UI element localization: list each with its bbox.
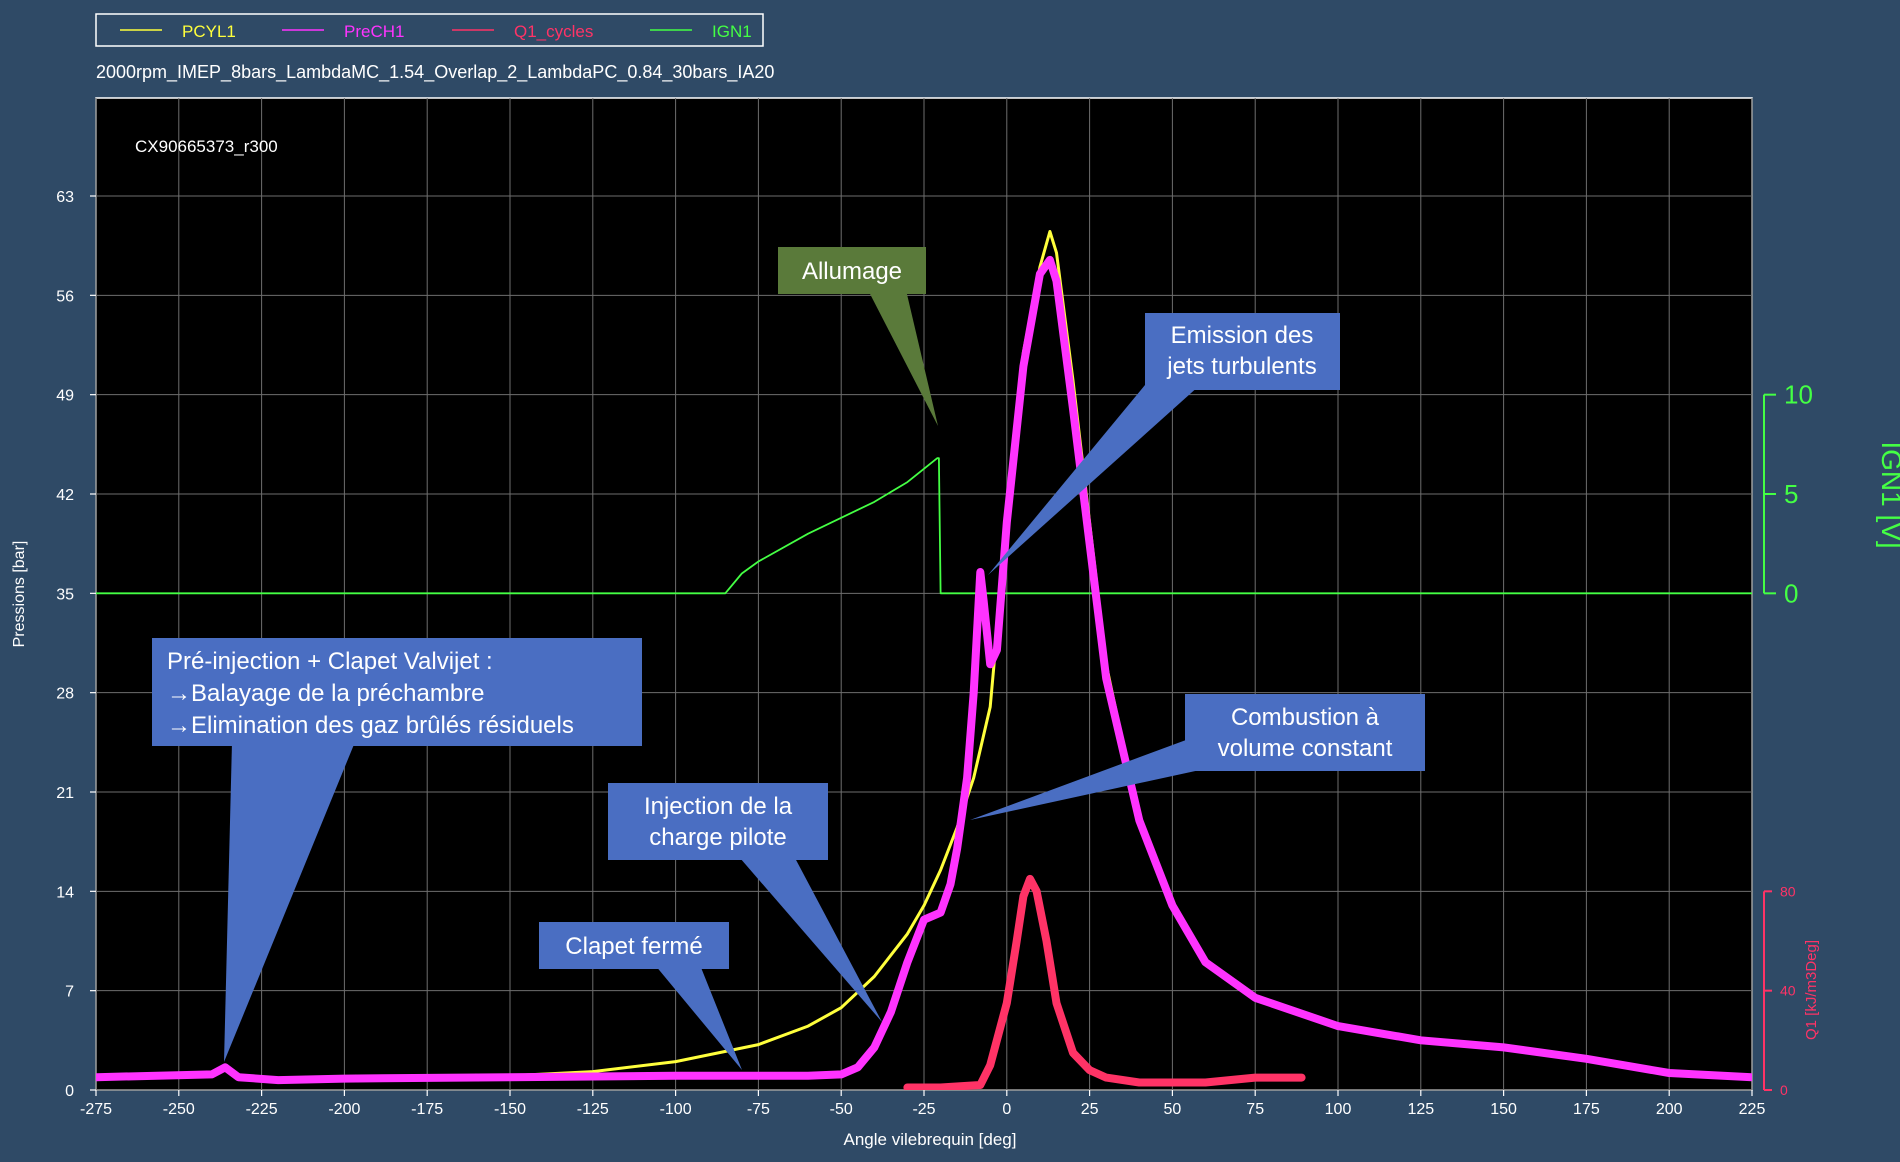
callout-text: volume constant [1218, 735, 1393, 762]
y-tick-label: 49 [56, 388, 74, 405]
callout-text: Pré-injection + Clapet Valvijet : [167, 648, 493, 675]
y-axis-ign: 0 5 10 [1763, 380, 1813, 608]
x-tick-label: 100 [1325, 1101, 1352, 1118]
x-axis: -275 -250 -225 -200 -175 -150 -125 -100 -75 -50 -2… [80, 1090, 1765, 1118]
y-tick-label: 7 [65, 984, 74, 1001]
series-line-q1-cycles [903, 874, 1306, 1090]
y-axis-label: Pressions [bar] [11, 541, 28, 648]
callout-text: charge pilote [649, 824, 786, 851]
x-axis-label: Angle vilebrequin [deg] [844, 1130, 1017, 1149]
series-layer [96, 230, 1752, 1090]
chart-subtitle: 2000rpm_IMEP_8bars_LambdaMC_1.54_Overlap… [96, 62, 774, 83]
callout-text: →Balayage de la préchambre [167, 680, 485, 707]
x-tick-label: -75 [747, 1101, 770, 1118]
x-tick-label: 25 [1081, 1101, 1099, 1118]
x-tick-label: -275 [80, 1101, 112, 1118]
callout-box [152, 638, 642, 746]
callout-pre-injection: Pré-injection + Clapet Valvijet : →Balay… [152, 638, 642, 1062]
x-tick-label: -100 [660, 1101, 692, 1118]
legend-item-q1-cycles: Q1_cycles [452, 22, 593, 41]
x-tick-label: -50 [830, 1101, 853, 1118]
x-tick-label: -175 [411, 1101, 443, 1118]
callout-jets-turbulents: Emission des jets turbulents [988, 313, 1340, 575]
series-line-prech1 [96, 255, 1752, 1085]
y3-axis-label: Q1 [kJ/m3Deg] [1803, 940, 1820, 1040]
x-tick-label: -225 [246, 1101, 278, 1118]
y2-tick-label: 0 [1784, 578, 1798, 608]
x-tick-label: -200 [328, 1101, 360, 1118]
y-tick-label: 14 [56, 884, 74, 901]
x-tick-label: 175 [1573, 1101, 1600, 1118]
callout-box [1145, 313, 1340, 390]
y-tick-label: 42 [56, 487, 74, 504]
callout-text: Emission des [1171, 322, 1314, 349]
series-line-ign1 [96, 457, 1752, 595]
callout-pointer [655, 965, 742, 1070]
y-tick-label: 56 [56, 288, 74, 305]
y-tick-label: 35 [56, 586, 74, 603]
legend: PCYL1 PreCH1 Q1_cycles IGN1 [95, 13, 764, 47]
x-tick-label: 75 [1246, 1101, 1264, 1118]
callout-pointer [970, 740, 1200, 820]
y2-tick-label: 5 [1784, 479, 1798, 509]
callout-charge-pilote: Injection de la charge pilote [608, 783, 882, 1022]
y3-tick-label: 0 [1780, 1082, 1788, 1098]
x-tick-label: -250 [163, 1101, 195, 1118]
callout-pointer [740, 858, 882, 1022]
x-tick-label: -150 [494, 1101, 526, 1118]
x-tick-label: -25 [912, 1101, 935, 1118]
callout-pointer [988, 385, 1200, 575]
y-tick-label: 63 [56, 189, 74, 206]
legend-label: Q1_cycles [514, 22, 593, 41]
y3-tick-label: 80 [1780, 883, 1796, 899]
legend-item-prech1: PreCH1 [282, 22, 404, 41]
y3-tick-label: 40 [1780, 983, 1796, 999]
y-tick-label: 21 [56, 785, 74, 802]
y-tick-label: 28 [56, 686, 74, 703]
x-tick-label: 200 [1656, 1101, 1683, 1118]
callout-text: Allumage [802, 258, 902, 285]
callout-box [1185, 694, 1425, 771]
callout-text: →Elimination des gaz brûlés résiduels [167, 712, 574, 739]
y-tick-label: 0 [65, 1083, 74, 1100]
x-tick-label: 150 [1490, 1101, 1517, 1118]
legend-item-pcyl1: PCYL1 [120, 22, 236, 41]
callout-text: Clapet fermé [565, 933, 702, 960]
x-tick-label: -125 [577, 1101, 609, 1118]
callout-clapet-ferme: Clapet fermé [539, 922, 742, 1070]
legend-label: PreCH1 [344, 22, 404, 41]
callout-text: Injection de la [644, 793, 793, 820]
callout-combustion: Combustion à volume constant [970, 694, 1425, 820]
legend-label: IGN1 [712, 22, 752, 41]
y2-axis-label: IGN1 [V] [1876, 441, 1900, 548]
callout-text: Combustion à [1231, 704, 1380, 731]
y-axis-q1: 0 40 80 [1763, 883, 1796, 1098]
x-tick-label: 50 [1164, 1101, 1182, 1118]
callout-allumage: Allumage [778, 247, 938, 426]
callout-pointer [868, 290, 938, 426]
run-id-label: CX90665373_r300 [135, 137, 278, 156]
y2-tick-label: 10 [1784, 380, 1813, 410]
x-tick-label: 0 [1002, 1101, 1011, 1118]
legend-item-ign1: IGN1 [650, 22, 752, 41]
x-tick-label: 125 [1407, 1101, 1434, 1118]
callout-box [778, 247, 926, 294]
callout-box [608, 783, 828, 860]
legend-frame [95, 13, 764, 47]
callout-pointer [224, 742, 355, 1062]
legend-label: PCYL1 [182, 22, 236, 41]
callout-text: jets turbulents [1166, 353, 1316, 380]
x-tick-label: 225 [1739, 1101, 1766, 1118]
y-axis-pressure: 0 7 14 21 28 35 42 49 56 63 [56, 189, 96, 1100]
callout-box [539, 922, 729, 969]
